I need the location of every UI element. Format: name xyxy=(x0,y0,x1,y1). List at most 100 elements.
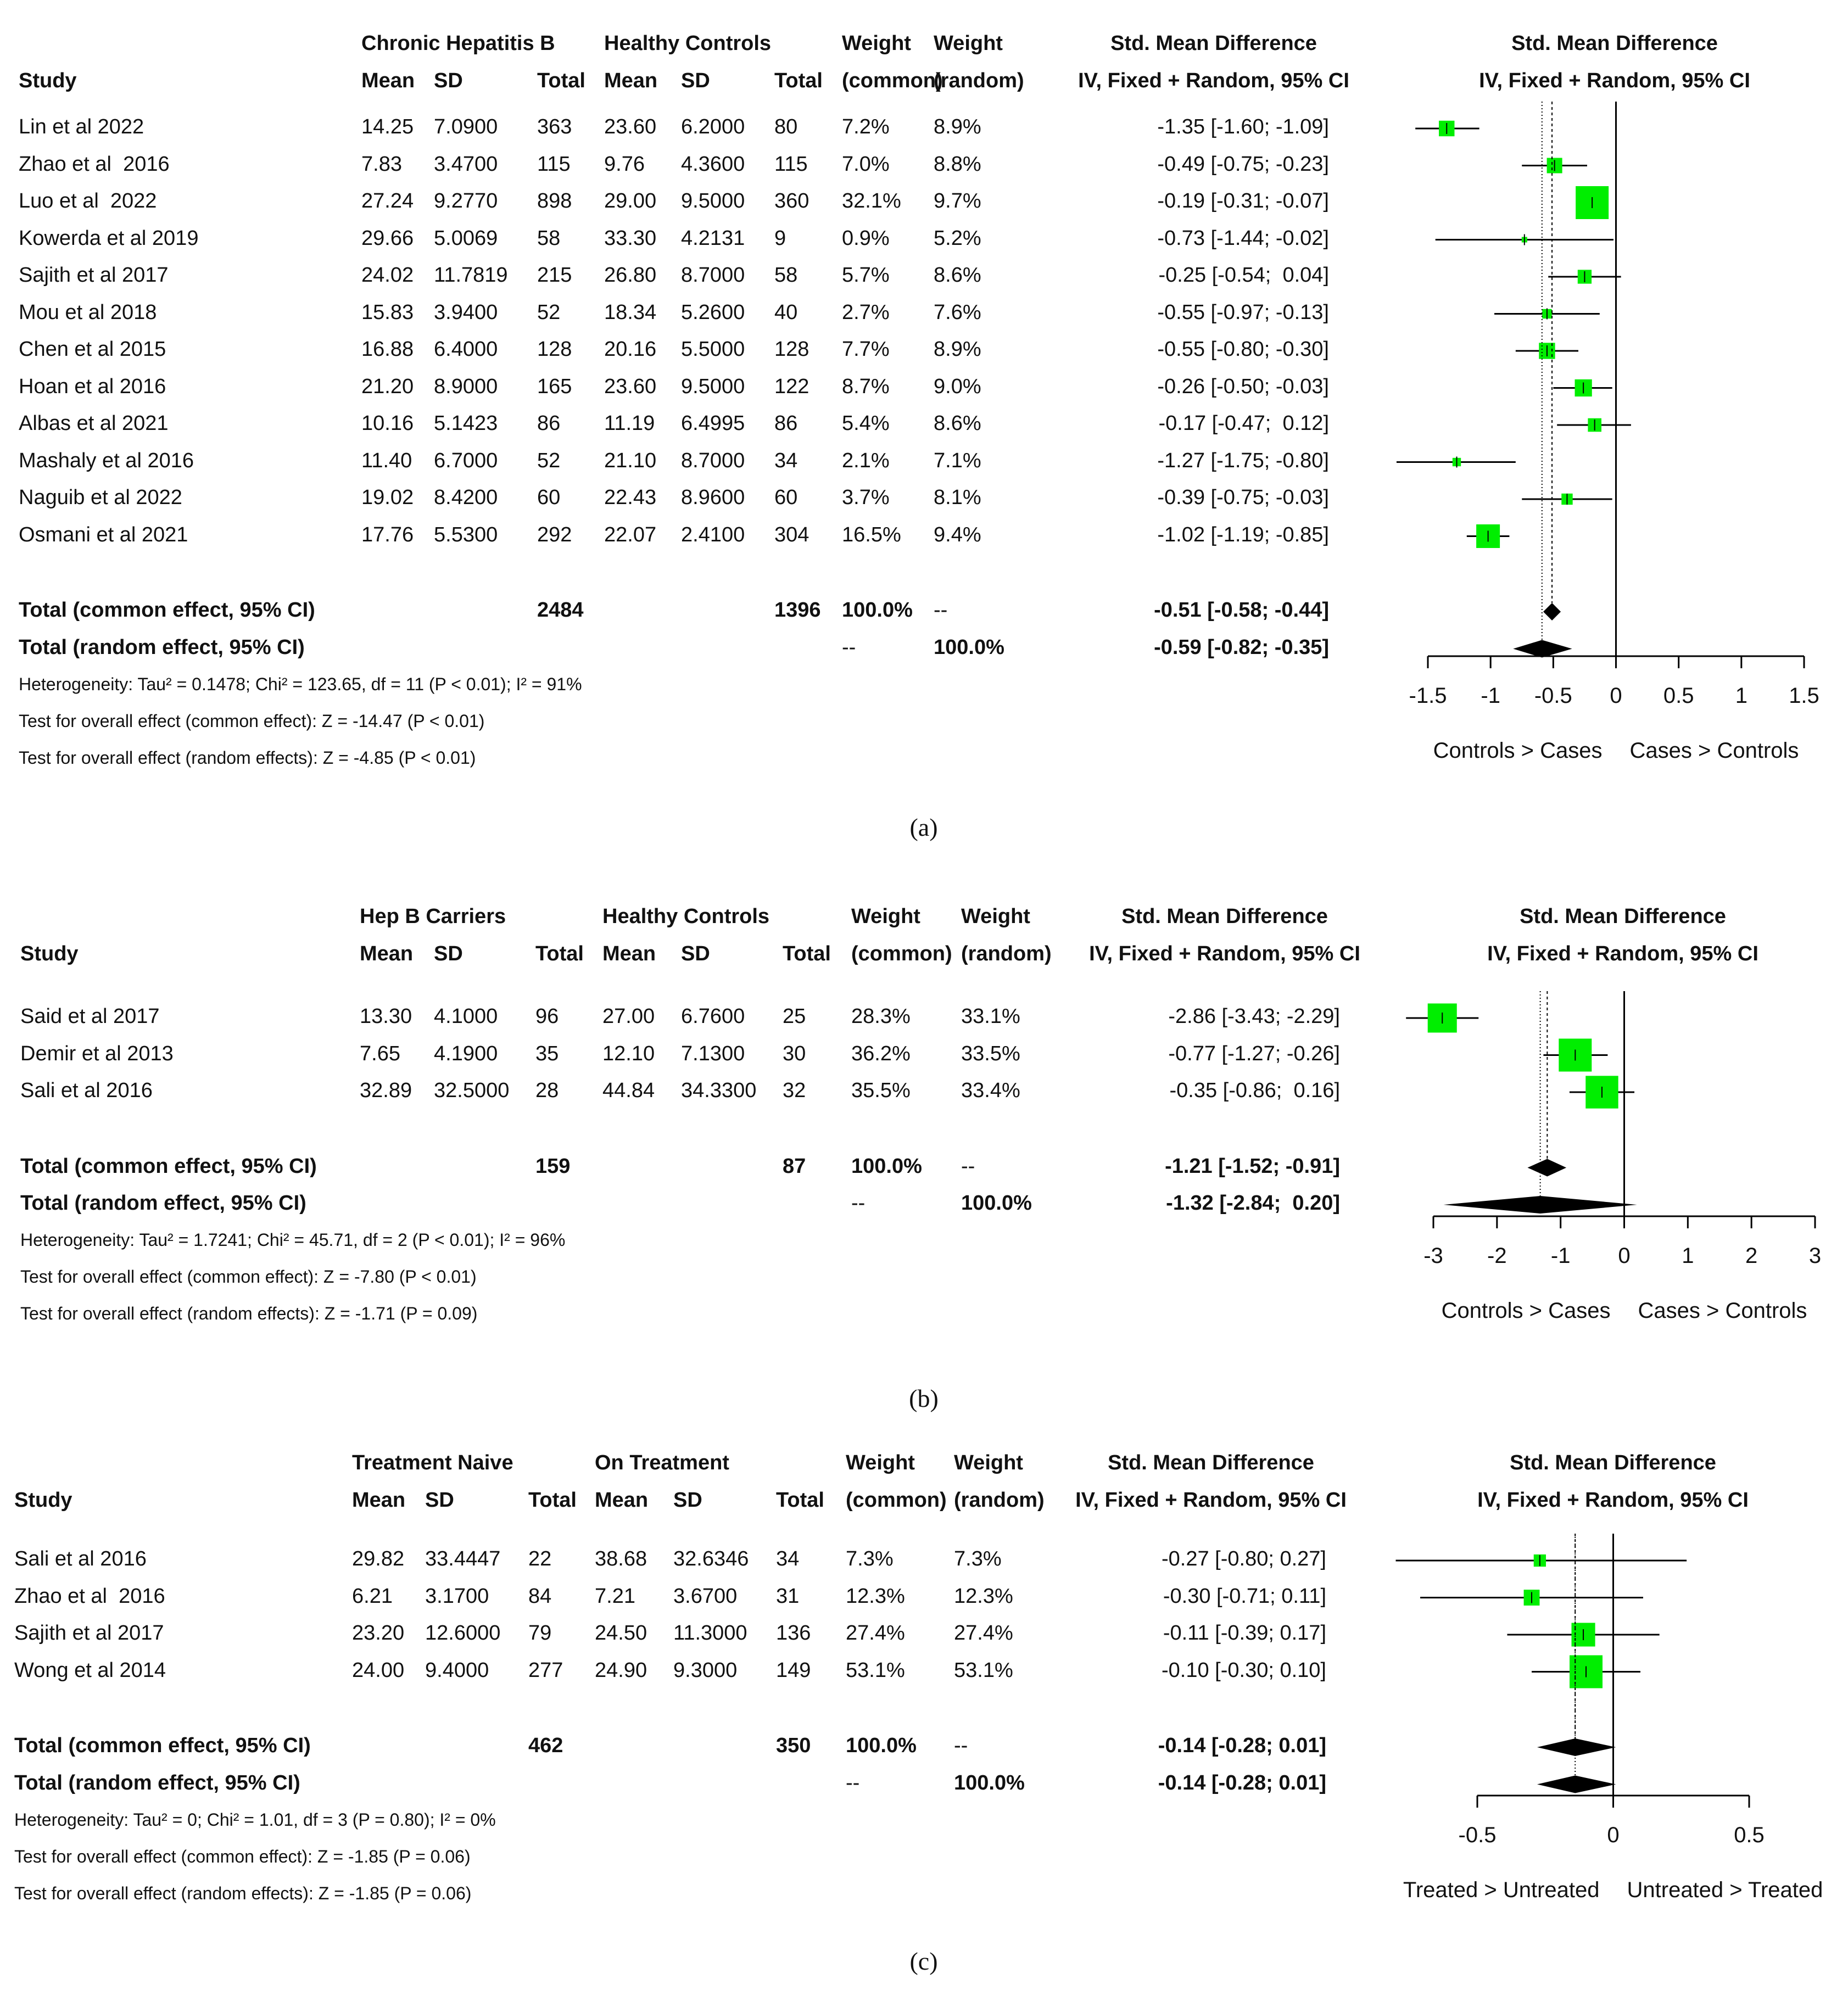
footer-line: Test for overall effect (common effect):… xyxy=(20,1267,477,1287)
sd2: 4.2131 xyxy=(681,226,745,250)
x-tick-label: -0.5 xyxy=(1534,684,1572,708)
total2: 60 xyxy=(774,486,798,509)
sd2: 3.6700 xyxy=(673,1584,738,1608)
total2: 115 xyxy=(774,152,808,176)
study-name: Mou et al 2018 xyxy=(19,300,157,324)
total2: 32 xyxy=(783,1079,806,1102)
x-tick-label: -3 xyxy=(1423,1244,1443,1268)
random-weight-random: 100.0% xyxy=(934,635,1004,659)
total2: 30 xyxy=(783,1042,806,1065)
mean2: 7.21 xyxy=(595,1584,635,1608)
sd1: 33.4447 xyxy=(425,1547,501,1570)
ci-value: -0.17 [-0.47; 0.12] xyxy=(1158,412,1329,435)
total2: 122 xyxy=(774,374,809,398)
random-ci: -1.32 [-2.84; 0.20] xyxy=(1166,1192,1340,1215)
weight-common: 7.7% xyxy=(842,338,890,361)
mean2: 22.07 xyxy=(604,523,657,546)
sd1: 11.7819 xyxy=(434,264,508,287)
common-weight-random: -- xyxy=(961,1154,975,1178)
sd2: 8.7000 xyxy=(681,264,745,287)
mean1: 6.21 xyxy=(352,1584,393,1608)
right-direction-label: Untreated > Treated xyxy=(1627,1878,1823,1902)
common-weight-common: 100.0% xyxy=(842,599,913,622)
effect-box xyxy=(1521,237,1527,243)
effect-box xyxy=(1539,343,1555,359)
effect-box xyxy=(1546,158,1562,174)
sd2: 9.3000 xyxy=(673,1658,738,1682)
mean2: 23.60 xyxy=(604,115,657,138)
ci-value: -0.39 [-0.75; -0.03] xyxy=(1157,486,1329,509)
sd1: 8.9000 xyxy=(434,374,498,398)
sd1: 5.5300 xyxy=(434,523,498,546)
sd1: 4.1900 xyxy=(434,1042,498,1065)
total2: 25 xyxy=(783,1005,806,1028)
sd2: 32.6346 xyxy=(673,1547,749,1570)
weight-random: 8.9% xyxy=(934,338,981,361)
study-header: Study xyxy=(14,1489,72,1512)
smd-header: Std. Mean Difference xyxy=(1108,1451,1314,1474)
sd2: 9.5000 xyxy=(681,189,745,213)
mean1: 19.02 xyxy=(361,486,414,509)
total1: 898 xyxy=(537,189,572,213)
sd2-header: SD xyxy=(681,69,710,92)
common-effect-diamond xyxy=(1527,1159,1567,1177)
study-name: Sali et al 2016 xyxy=(20,1079,153,1102)
total2: 136 xyxy=(776,1621,811,1645)
mean2-header: Mean xyxy=(595,1489,649,1512)
plot-ci-header: IV, Fixed + Random, 95% CI xyxy=(1477,1489,1749,1512)
mean1-header: Mean xyxy=(360,942,414,965)
right-direction-label: Cases > Controls xyxy=(1638,1299,1807,1323)
weight-common: 53.1% xyxy=(846,1658,905,1682)
sd1: 32.5000 xyxy=(434,1079,510,1102)
random-effect-label: Total (random effect, 95% CI) xyxy=(19,635,305,659)
weight-random: 7.1% xyxy=(934,449,981,472)
weight-random: 5.2% xyxy=(934,226,981,250)
sd1-header: SD xyxy=(434,942,463,965)
ci-value: -1.02 [-1.19; -0.85] xyxy=(1157,523,1329,546)
sd1: 7.0900 xyxy=(434,115,498,138)
ci-value: -0.49 [-0.75; -0.23] xyxy=(1157,152,1329,176)
total2: 40 xyxy=(774,300,798,324)
mean2: 29.00 xyxy=(604,189,657,213)
total1: 52 xyxy=(537,449,561,472)
study-name: Zhao et al 2016 xyxy=(19,152,170,176)
total1-header: Total xyxy=(528,1489,577,1512)
mean2: 23.60 xyxy=(604,374,657,398)
study-name: Said et al 2017 xyxy=(20,1005,160,1028)
ci-value: -1.35 [-1.60; -1.09] xyxy=(1157,115,1329,138)
sd2: 8.9600 xyxy=(681,486,745,509)
random-ci: -0.14 [-0.28; 0.01] xyxy=(1158,1771,1326,1794)
total1: 28 xyxy=(535,1079,559,1102)
sd2: 9.5000 xyxy=(681,374,745,398)
sd1: 3.4700 xyxy=(434,152,498,176)
effect-box xyxy=(1476,524,1500,549)
weight-common: 32.1% xyxy=(842,189,901,213)
total1-header: Total xyxy=(535,942,584,965)
sd1: 8.4200 xyxy=(434,486,498,509)
random-weight-common: -- xyxy=(846,1771,860,1794)
total2: 86 xyxy=(774,412,798,435)
study-name: Luo et al 2022 xyxy=(19,189,157,213)
total1: 84 xyxy=(528,1584,552,1608)
sd2: 5.5000 xyxy=(681,338,745,361)
ci-value: -0.77 [-1.27; -0.26] xyxy=(1168,1042,1340,1065)
effect-box xyxy=(1570,1655,1603,1688)
x-tick-label: 3 xyxy=(1809,1244,1821,1268)
footer-line: Test for overall effect (random effects)… xyxy=(19,747,476,768)
sd1-header: SD xyxy=(434,69,463,92)
sd1: 3.1700 xyxy=(425,1584,489,1608)
total2: 31 xyxy=(776,1584,800,1608)
weight-common: 7.0% xyxy=(842,152,890,176)
common-total1: 159 xyxy=(535,1154,571,1178)
common-weight-common: 100.0% xyxy=(846,1734,917,1757)
mean1-header: Mean xyxy=(361,69,415,92)
weight-common-sub: (common) xyxy=(842,69,943,92)
weight-common: 2.7% xyxy=(842,300,890,324)
weight-random: 8.9% xyxy=(934,115,981,138)
mean2: 26.80 xyxy=(604,264,657,287)
common-effect-label: Total (common effect, 95% CI) xyxy=(14,1734,311,1757)
random-weight-random: 100.0% xyxy=(961,1192,1032,1215)
common-total2: 1396 xyxy=(774,599,821,622)
sd2: 8.7000 xyxy=(681,449,745,472)
